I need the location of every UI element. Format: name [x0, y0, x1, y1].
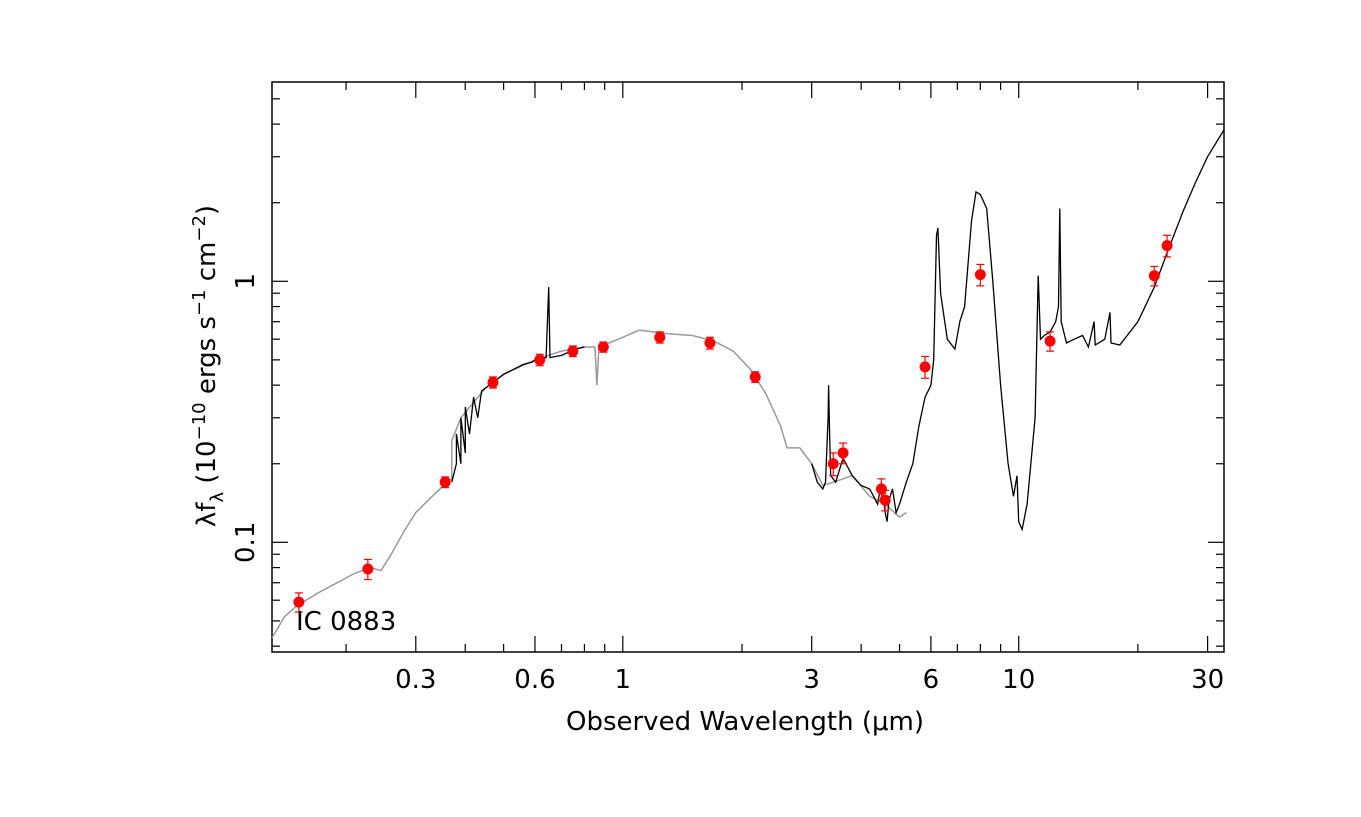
y-axis-title-mid2: cm	[192, 242, 222, 290]
photometry-point	[879, 489, 891, 512]
data-marker	[837, 447, 849, 459]
photometry-point	[974, 263, 986, 287]
photometry-point	[567, 345, 579, 358]
data-marker	[439, 476, 451, 488]
photometry-point	[919, 355, 931, 379]
data-marker	[654, 331, 666, 343]
y-axis-title-exp1: −10	[189, 402, 210, 440]
data-marker	[879, 494, 891, 506]
y-axis-title-end: )	[192, 205, 222, 215]
y-axis-title-mid: ergs s	[192, 316, 222, 402]
y-axis-title-base: (10	[192, 440, 222, 492]
spectrum-observed-line	[451, 129, 1225, 532]
data-marker	[919, 361, 931, 373]
photometry-point	[1148, 265, 1160, 287]
data-marker	[1044, 335, 1056, 347]
plot-frame	[271, 81, 1225, 653]
observed-spectrum-path	[811, 129, 1225, 532]
plot-area	[271, 129, 1225, 639]
x-tick-label: 10	[1002, 665, 1035, 695]
observed-spectrum-path	[451, 287, 585, 483]
x-axis-title: Observed Wavelength (μm)	[566, 707, 924, 737]
data-marker	[487, 376, 499, 388]
source-annotation: IC 0883	[296, 607, 396, 637]
photometry-point	[487, 376, 499, 389]
x-tick-label: 3	[803, 665, 820, 695]
data-marker	[749, 371, 761, 383]
data-marker	[534, 354, 546, 366]
photometry-point	[827, 452, 839, 477]
y-tick-labels: 0.11	[231, 273, 261, 563]
photometry-point	[439, 476, 451, 489]
y-axis-title-prefix: λf	[192, 502, 222, 527]
photometry-points	[293, 234, 1173, 613]
x-tick-label: 30	[1191, 665, 1224, 695]
data-marker	[875, 483, 887, 495]
data-marker	[362, 563, 374, 575]
y-axis-title-exp3: −2	[189, 215, 210, 242]
x-tick-label: 6	[923, 665, 940, 695]
x-tick-label: 0.3	[395, 665, 436, 695]
y-axis-title: λfλ (10−10 ergs s−1 cm−2)	[189, 205, 228, 527]
photometry-point	[704, 336, 716, 350]
photometry-point	[654, 331, 666, 344]
axis-ticks	[272, 82, 1224, 652]
photometry-point	[1044, 331, 1056, 352]
data-marker	[1148, 270, 1160, 282]
x-tick-label: 0.6	[514, 665, 555, 695]
y-axis-title-sub: λ	[207, 492, 228, 503]
y-tick-label: 0.1	[231, 522, 261, 563]
photometry-point	[749, 371, 761, 383]
photometry-point	[837, 442, 849, 465]
photometry-point	[534, 353, 546, 367]
x-tick-label: 1	[615, 665, 632, 695]
data-marker	[567, 345, 579, 357]
data-marker	[704, 337, 716, 349]
spectrum-model-line	[271, 329, 907, 639]
data-marker	[827, 458, 839, 470]
photometry-point	[1161, 234, 1173, 258]
photometry-point	[362, 558, 374, 581]
photometry-point	[597, 341, 609, 353]
data-marker	[293, 596, 305, 608]
y-tick-label: 1	[231, 273, 261, 290]
x-tick-labels: 0.3 0.6 1 3 6 10 30	[395, 665, 1224, 695]
model-spectrum-path	[271, 329, 907, 639]
data-marker	[597, 341, 609, 353]
y-axis-title-exp2: −1	[189, 289, 210, 316]
photometry-point	[293, 592, 305, 613]
data-marker	[974, 269, 986, 281]
data-marker	[1161, 240, 1173, 252]
